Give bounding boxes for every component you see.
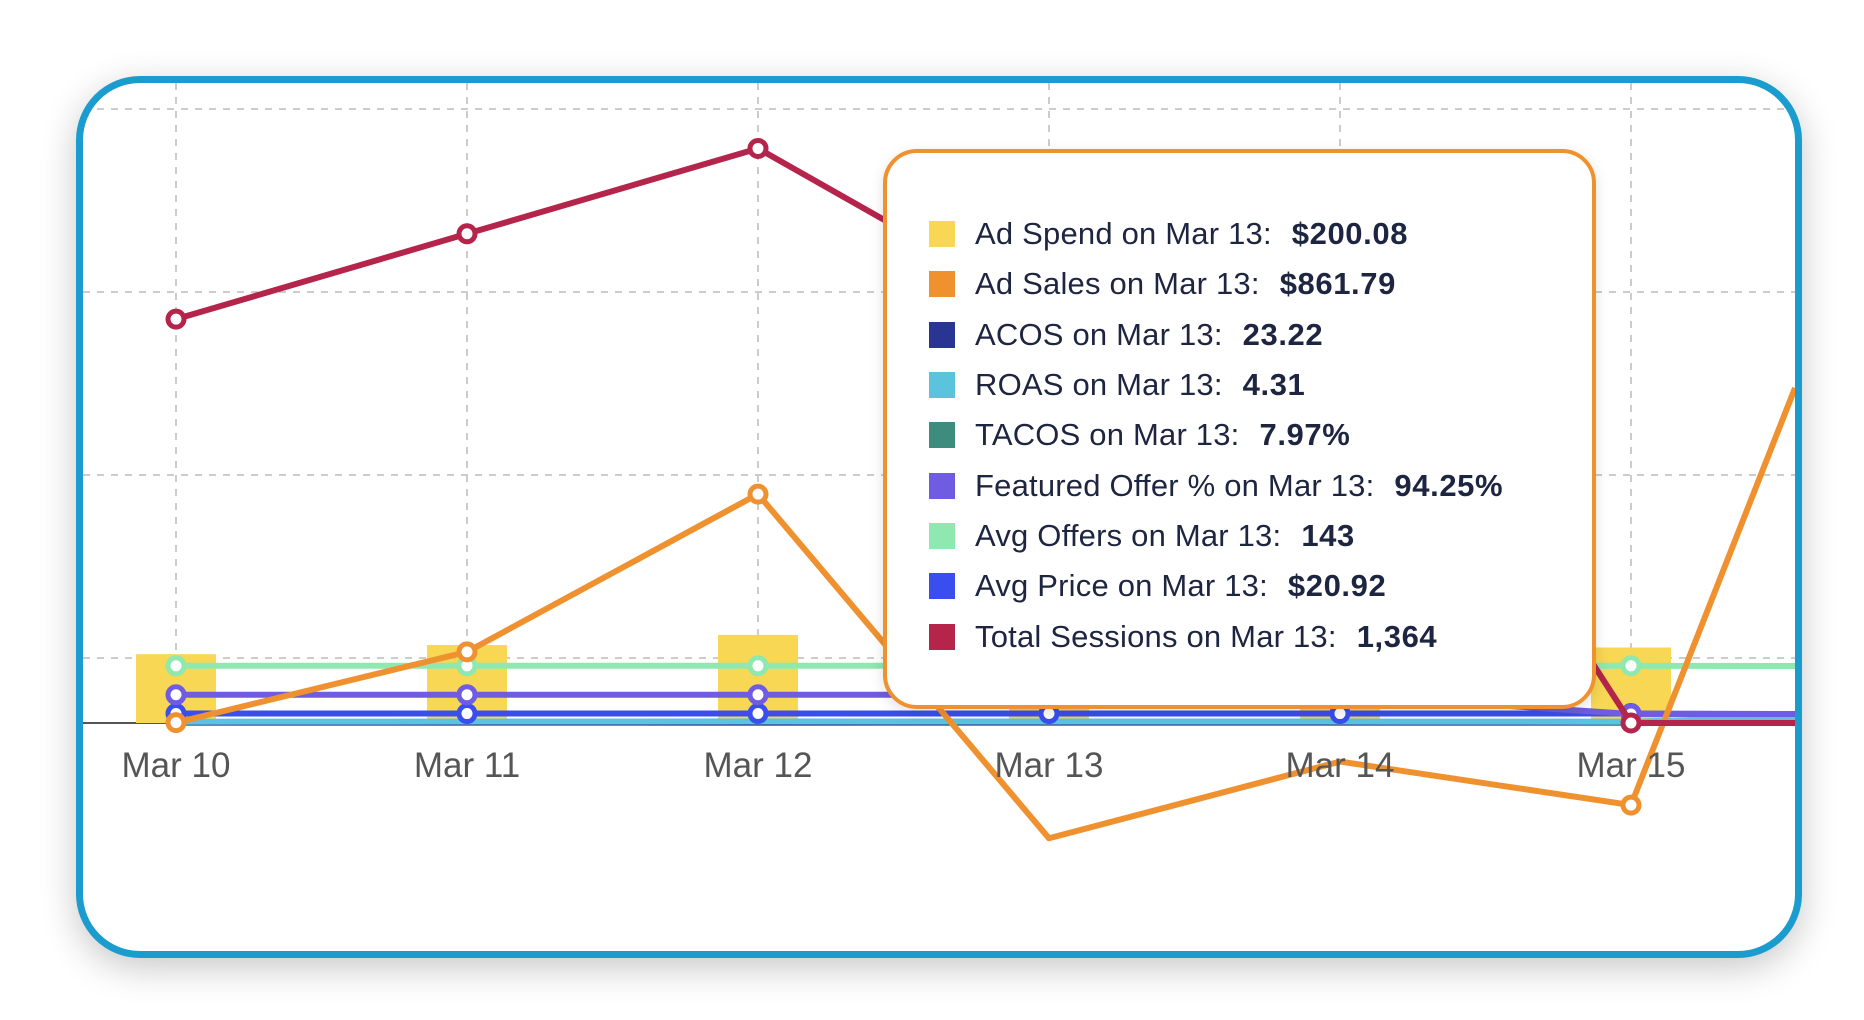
point-avg-price-2[interactable] bbox=[747, 703, 769, 725]
point-total-sessions-0[interactable] bbox=[165, 308, 187, 330]
legend-swatch bbox=[929, 472, 955, 499]
x-tick-label: Mar 13 bbox=[995, 746, 1104, 785]
tooltip-row: Featured Offer % on Mar 13: 94.25% bbox=[929, 460, 1592, 510]
point-total-sessions-1[interactable] bbox=[456, 223, 478, 245]
tooltip-value: 23.22 bbox=[1242, 316, 1324, 352]
x-axis-labels: Mar 10 Mar 11 Mar 12 Mar 13 Mar 14 Mar 15 bbox=[122, 746, 1686, 785]
legend-swatch bbox=[929, 422, 955, 449]
x-tick-label: Mar 14 bbox=[1286, 746, 1395, 785]
line-roas bbox=[175, 714, 1795, 725]
tooltip-label: ACOS on Mar 13: bbox=[975, 316, 1223, 352]
tooltip-row: ACOS on Mar 13: 23.22 bbox=[929, 310, 1592, 360]
legend-swatch bbox=[929, 623, 955, 650]
point-total-sessions-5[interactable] bbox=[1620, 712, 1642, 734]
tooltip-value: 94.25% bbox=[1394, 467, 1504, 503]
tooltip-label: ROAS on Mar 13: bbox=[975, 367, 1223, 403]
tooltip-label: Ad Spend on Mar 13: bbox=[975, 216, 1272, 252]
tooltip-value: 4.31 bbox=[1242, 367, 1306, 403]
tooltip-label: Avg Price on Mar 13: bbox=[975, 568, 1268, 604]
tooltip-row: TACOS on Mar 13: 7.97% bbox=[929, 410, 1592, 460]
chart-canvas[interactable]: Mar 10 Mar 11 Mar 12 Mar 13 Mar 14 Mar 15 bbox=[83, 83, 1795, 951]
point-featured-offer-0[interactable] bbox=[165, 684, 187, 706]
point-ad-sales-0[interactable] bbox=[165, 712, 187, 734]
tooltip-row: Total Sessions on Mar 13: 1,364 bbox=[929, 611, 1592, 661]
series-roas bbox=[175, 714, 1795, 725]
tooltip-row: ROAS on Mar 13: 4.31 bbox=[929, 360, 1592, 410]
tooltip-value: 7.97% bbox=[1259, 417, 1351, 453]
tooltip-value: 143 bbox=[1301, 517, 1355, 553]
legend-swatch bbox=[929, 372, 955, 399]
point-avg-offers-2[interactable] bbox=[747, 655, 769, 677]
legend-swatch bbox=[929, 321, 955, 348]
x-tick-label: Mar 11 bbox=[414, 746, 520, 785]
tooltip-label: Total Sessions on Mar 13: bbox=[975, 618, 1337, 654]
x-tick-label: Mar 10 bbox=[122, 746, 231, 785]
legend-swatch bbox=[929, 522, 955, 549]
tooltip-label: TACOS on Mar 13: bbox=[975, 417, 1240, 453]
point-avg-offers-0[interactable] bbox=[165, 655, 187, 677]
series-ad-sales bbox=[165, 386, 1795, 842]
tooltip-value: $200.08 bbox=[1291, 216, 1409, 252]
tooltip-label: Featured Offer % on Mar 13: bbox=[975, 467, 1375, 503]
tooltip-row: Ad Spend on Mar 13: $200.08 bbox=[929, 209, 1592, 259]
tooltip-row: Avg Offers on Mar 13: 143 bbox=[929, 511, 1592, 561]
tooltip-value: $20.92 bbox=[1287, 568, 1387, 604]
x-tick-label: Mar 15 bbox=[1577, 746, 1686, 785]
point-total-sessions-2[interactable] bbox=[747, 137, 769, 159]
point-featured-offer-1[interactable] bbox=[456, 684, 478, 706]
tooltip-label: Ad Sales on Mar 13: bbox=[975, 266, 1260, 302]
tooltip-row: Avg Price on Mar 13: $20.92 bbox=[929, 561, 1592, 611]
legend-swatch bbox=[929, 573, 955, 600]
point-ad-sales-2[interactable] bbox=[747, 483, 769, 505]
chart-frame: Mar 10 Mar 11 Mar 12 Mar 13 Mar 14 Mar 15 Ad … bbox=[76, 76, 1802, 958]
chart-tooltip: Ad Spend on Mar 13: $200.08 Ad Sales on Ma… bbox=[883, 149, 1596, 709]
legend-swatch bbox=[929, 221, 955, 248]
tooltip-value: 1,364 bbox=[1356, 618, 1438, 654]
point-avg-offers-5[interactable] bbox=[1620, 655, 1642, 677]
point-featured-offer-2[interactable] bbox=[747, 684, 769, 706]
point-ad-sales-5[interactable] bbox=[1620, 794, 1642, 816]
x-tick-label: Mar 12 bbox=[704, 746, 813, 785]
point-ad-sales-1[interactable] bbox=[456, 641, 478, 663]
point-avg-price-1[interactable] bbox=[456, 703, 478, 725]
tooltip-row: Ad Sales on Mar 13: $861.79 bbox=[929, 259, 1592, 309]
tooltip-value: $861.79 bbox=[1279, 266, 1396, 302]
legend-swatch bbox=[929, 271, 955, 298]
tooltip-label: Avg Offers on Mar 13: bbox=[975, 517, 1282, 553]
